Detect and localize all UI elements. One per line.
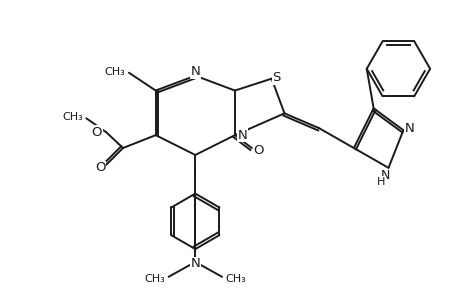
- Text: N: N: [403, 122, 413, 135]
- Text: CH₃: CH₃: [104, 67, 125, 77]
- Text: O: O: [253, 143, 263, 157]
- Text: N: N: [190, 65, 200, 78]
- Text: O: O: [91, 126, 102, 139]
- Text: CH₃: CH₃: [224, 274, 245, 284]
- Text: S: S: [272, 71, 280, 84]
- Text: CH₃: CH₃: [145, 274, 165, 284]
- Text: H: H: [375, 177, 384, 187]
- Text: N: N: [237, 129, 247, 142]
- Text: CH₃: CH₃: [62, 112, 83, 122]
- Text: O: O: [95, 161, 105, 174]
- Text: N: N: [380, 169, 389, 182]
- Text: N: N: [190, 257, 200, 270]
